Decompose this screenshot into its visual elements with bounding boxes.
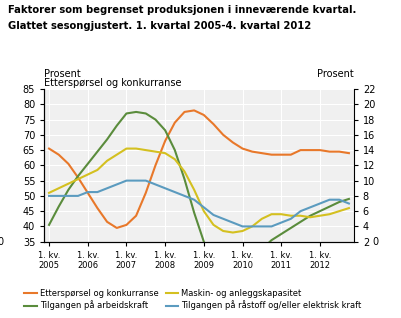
Text: 0: 0	[0, 237, 4, 247]
Legend: Etterspørsel og konkurranse, Tilgangen på arbeidskraft, Maskin- og anleggskapasi: Etterspørsel og konkurranse, Tilgangen p…	[21, 286, 364, 314]
Text: Etterspørsel og konkurranse: Etterspørsel og konkurranse	[44, 78, 181, 88]
Text: Glattet sesongjustert. 1. kvartal 2005-4. kvartal 2012: Glattet sesongjustert. 1. kvartal 2005-4…	[8, 21, 310, 31]
Text: Prosent: Prosent	[44, 69, 81, 79]
Text: 0: 0	[371, 237, 377, 247]
Text: Prosent: Prosent	[316, 69, 353, 79]
Text: Faktorer som begrenset produksjonen i inneværende kvartal.: Faktorer som begrenset produksjonen i in…	[8, 5, 356, 15]
